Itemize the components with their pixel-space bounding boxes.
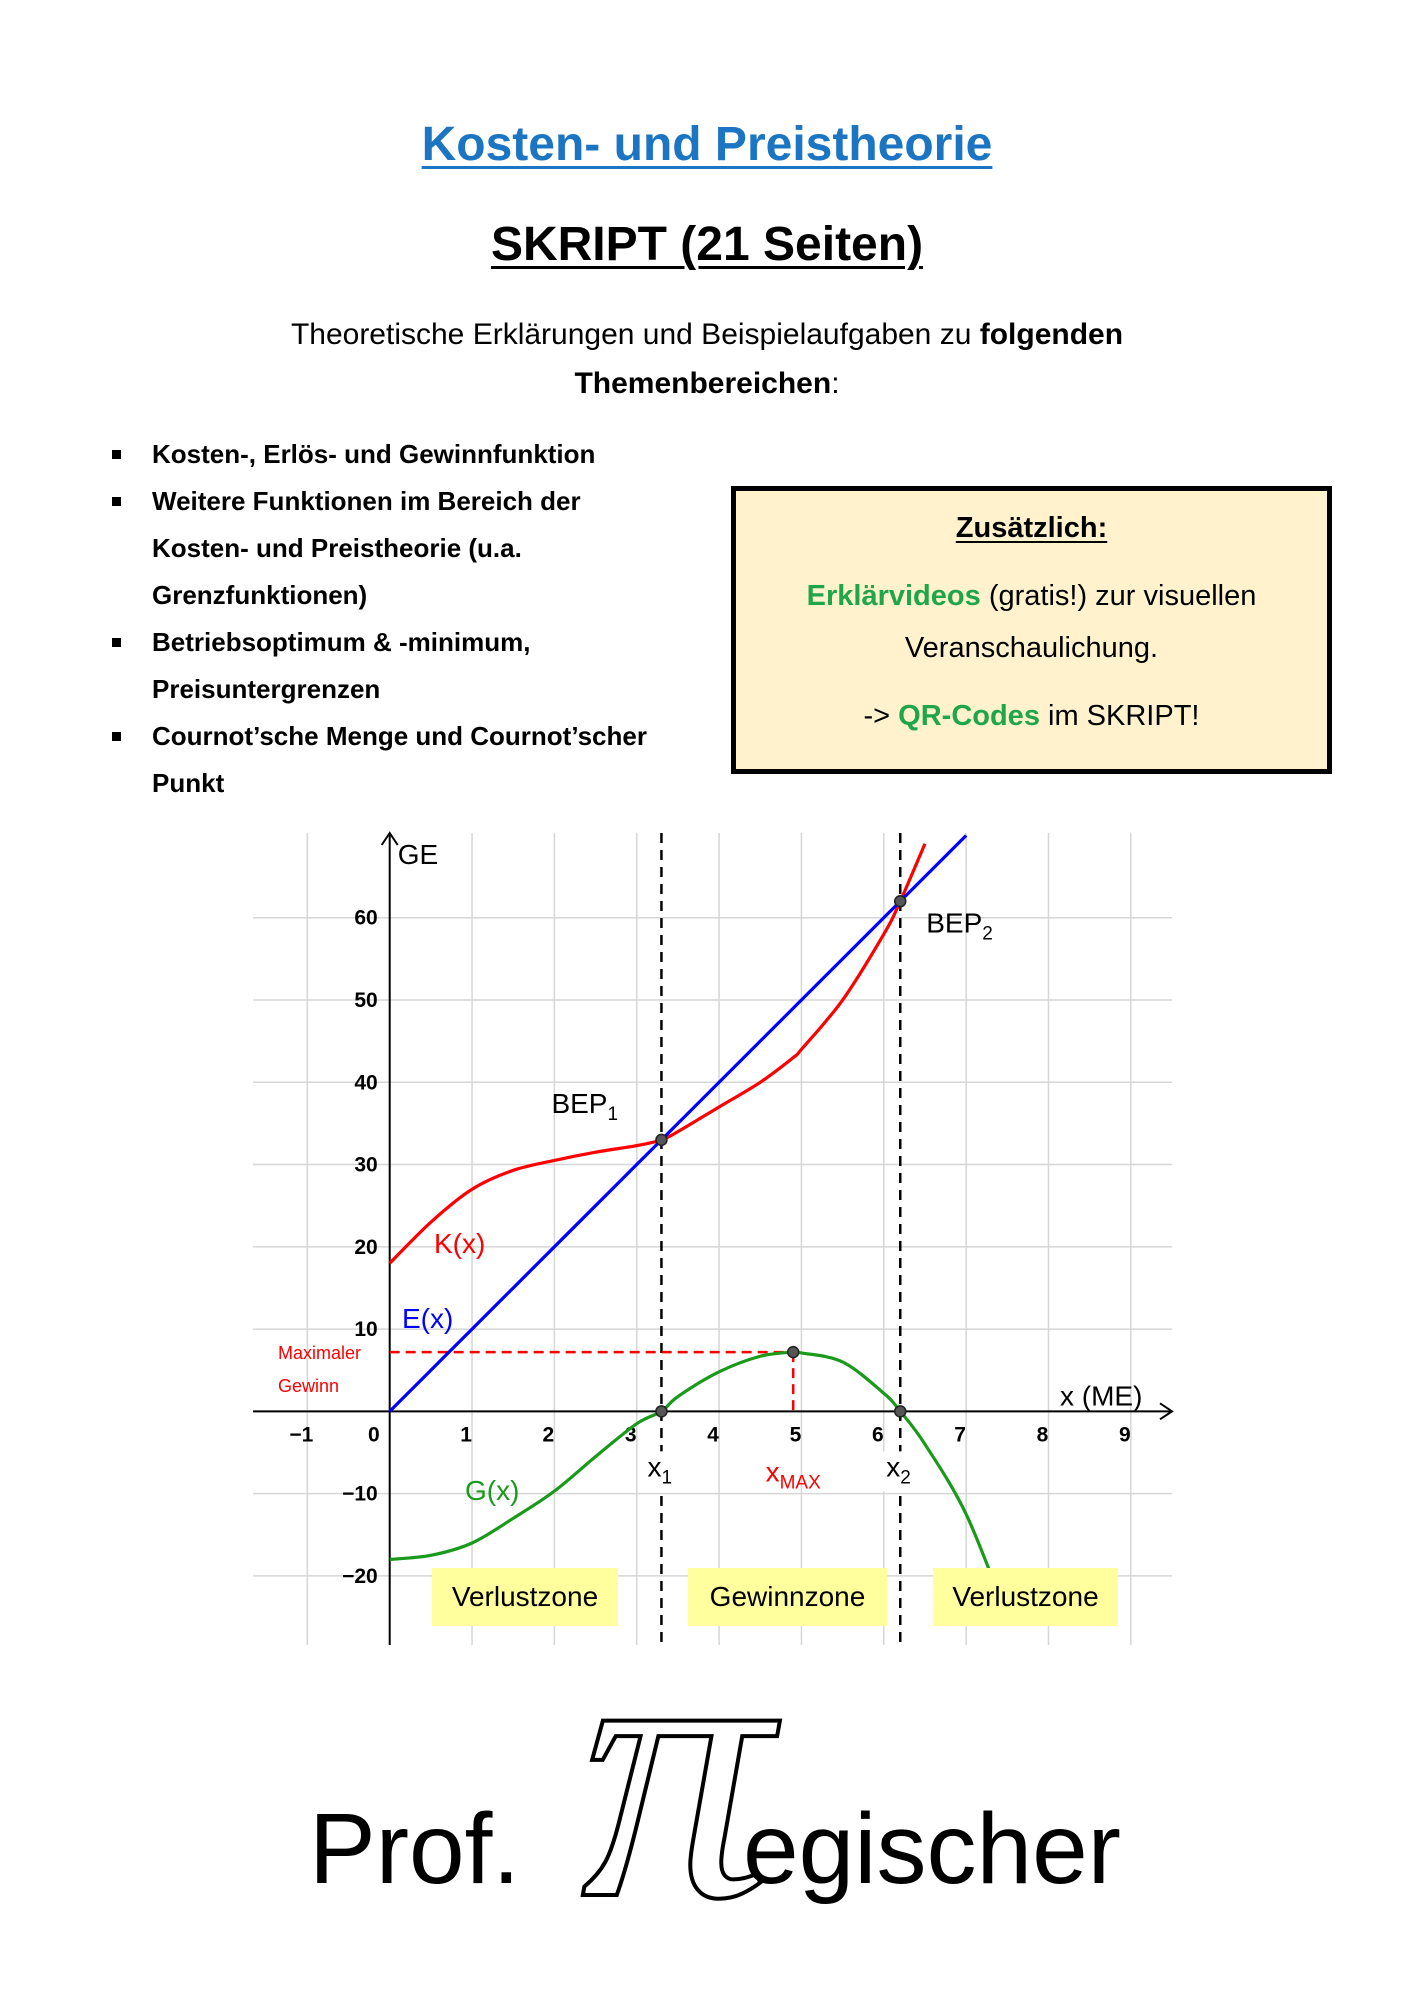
zero-label-sub: 2 [900,1467,911,1488]
subtitle: SKRIPT (21 Seiten) [0,215,1414,275]
box-heading-text: Zusätzlich: [955,512,1108,544]
zone-box [933,1568,1118,1626]
zero-label-sub: 1 [661,1467,672,1488]
y-tick-label: −10 [342,1483,378,1506]
box-text: -> [863,700,891,732]
zero-label: x1 [647,1451,672,1488]
curve [389,1350,1009,1618]
series-label: K(x) [434,1228,485,1259]
y-tick-label: 30 [354,1154,377,1177]
y-tick-label: −20 [342,1565,378,1588]
box-green: Erklärvideos [806,580,981,612]
topic-line: Betriebsoptimum & -minimum, [152,627,531,657]
intro-line: Theoretische Erklärungen und Beispielauf… [0,315,1414,355]
x-axis-arrow [1159,1402,1174,1421]
topic-line: Cournot’sche Menge und Cournot’scher [152,721,647,751]
box-text: im SKRIPT! [1048,700,1200,732]
box-green: QR-Codes [898,700,1040,732]
x-tick-label: 3 [625,1423,637,1446]
x-tick-label: 5 [790,1423,802,1446]
bullet [112,638,121,647]
max-label-main: x [766,1456,780,1487]
bullet [112,732,121,741]
zone-label: Verlustzone [952,1581,1098,1612]
y-axis-arrow [380,831,399,846]
intro-line: Themenbereichen: [0,364,1414,404]
topic-line: Kosten- und Preistheorie (u.a. [152,533,522,563]
y-tick-label: 50 [354,989,377,1012]
intro-bold: Themenbereichen [574,367,832,400]
subtitle-text: SKRIPT (21 Seiten) [490,218,924,271]
x-tick-label: 6 [872,1423,884,1446]
topic-line: Grenzfunktionen) [152,580,368,610]
max-point [786,1345,800,1359]
x-tick-label: 2 [543,1423,555,1446]
zone-label: Gewinnzone [710,1581,866,1612]
info-box: Zusätzlich: Erklärvideos (gratis!) zur v… [731,486,1332,774]
label-background [641,1451,686,1492]
point-label: BEP2 [926,907,993,944]
max-label: xMAX [766,1456,822,1493]
zero-label-main: x [886,1451,900,1482]
box-text: (gratis!) zur visuellen [988,580,1257,612]
zone-box [432,1568,618,1626]
point [894,895,907,908]
box-text: Veranschaulichung. [904,632,1159,664]
logo-prefix: Prof. [309,1793,520,1905]
topic-line: Preisuntergrenzen [152,674,381,704]
intro-bold: folgenden [979,318,1124,351]
bullet [112,497,121,506]
y-tick-label: 20 [354,1236,377,1259]
x-axis-label: x (ME) [1060,1380,1142,1411]
box-line: -> QR-Codes im SKRIPT! [736,696,1327,736]
point-label: BEP1 [551,1088,618,1125]
zero-point [655,1405,668,1418]
x-tick-label: 1 [460,1423,472,1446]
label-background [880,1451,925,1492]
series-label: E(x) [402,1303,453,1334]
series-label: G(x) [465,1475,519,1506]
bullet [112,450,121,459]
zero-point [894,1405,907,1418]
point-label-main: BEP [926,907,982,938]
y-axis-label: GE [398,839,438,870]
x-tick-label: 4 [707,1423,719,1446]
topic-line: Weitere Funktionen im Bereich der [152,486,581,516]
title-text: Kosten- und Preistheorie [421,118,993,171]
box-line: Erklärvideos (gratis!) zur visuellen [736,576,1327,616]
zone-label: Verlustzone [452,1581,598,1612]
y-tick-label: 40 [354,1071,377,1094]
x-tick-label: 7 [954,1423,966,1446]
max-note: Maximaler [278,1343,361,1363]
x-tick-label: −1 [289,1423,313,1446]
title: Kosten- und Preistheorie [0,115,1414,175]
point-label-main: BEP [551,1088,607,1119]
intro-end: : [831,367,840,400]
point [655,1133,668,1147]
point-label-sub: 2 [982,923,993,944]
max-label-sub: MAX [780,1472,822,1493]
intro-text: Theoretische Erklärungen und Beispielauf… [290,318,972,351]
box-line: Veranschaulichung. [736,628,1327,668]
topic-line: Kosten-, Erlös- und Gewinnfunktion [152,439,596,469]
x-tick-label: 9 [1119,1423,1131,1446]
x-tick-label: 0 [368,1423,380,1446]
box-heading: Zusätzlich: [736,508,1327,548]
curve [388,834,968,1413]
y-tick-label: 10 [354,1318,377,1341]
logo-suffix: egischer [743,1793,1121,1905]
y-tick-label: 60 [354,907,377,930]
zone-box [688,1568,887,1626]
point-label-sub: 1 [607,1104,618,1125]
x-tick-label: 8 [1037,1423,1049,1446]
zero-label: x2 [886,1451,911,1488]
curve [388,843,927,1265]
zero-label-main: x [647,1451,661,1482]
max-note: Gewinn [278,1376,339,1396]
topic-line: Punkt [152,768,225,798]
